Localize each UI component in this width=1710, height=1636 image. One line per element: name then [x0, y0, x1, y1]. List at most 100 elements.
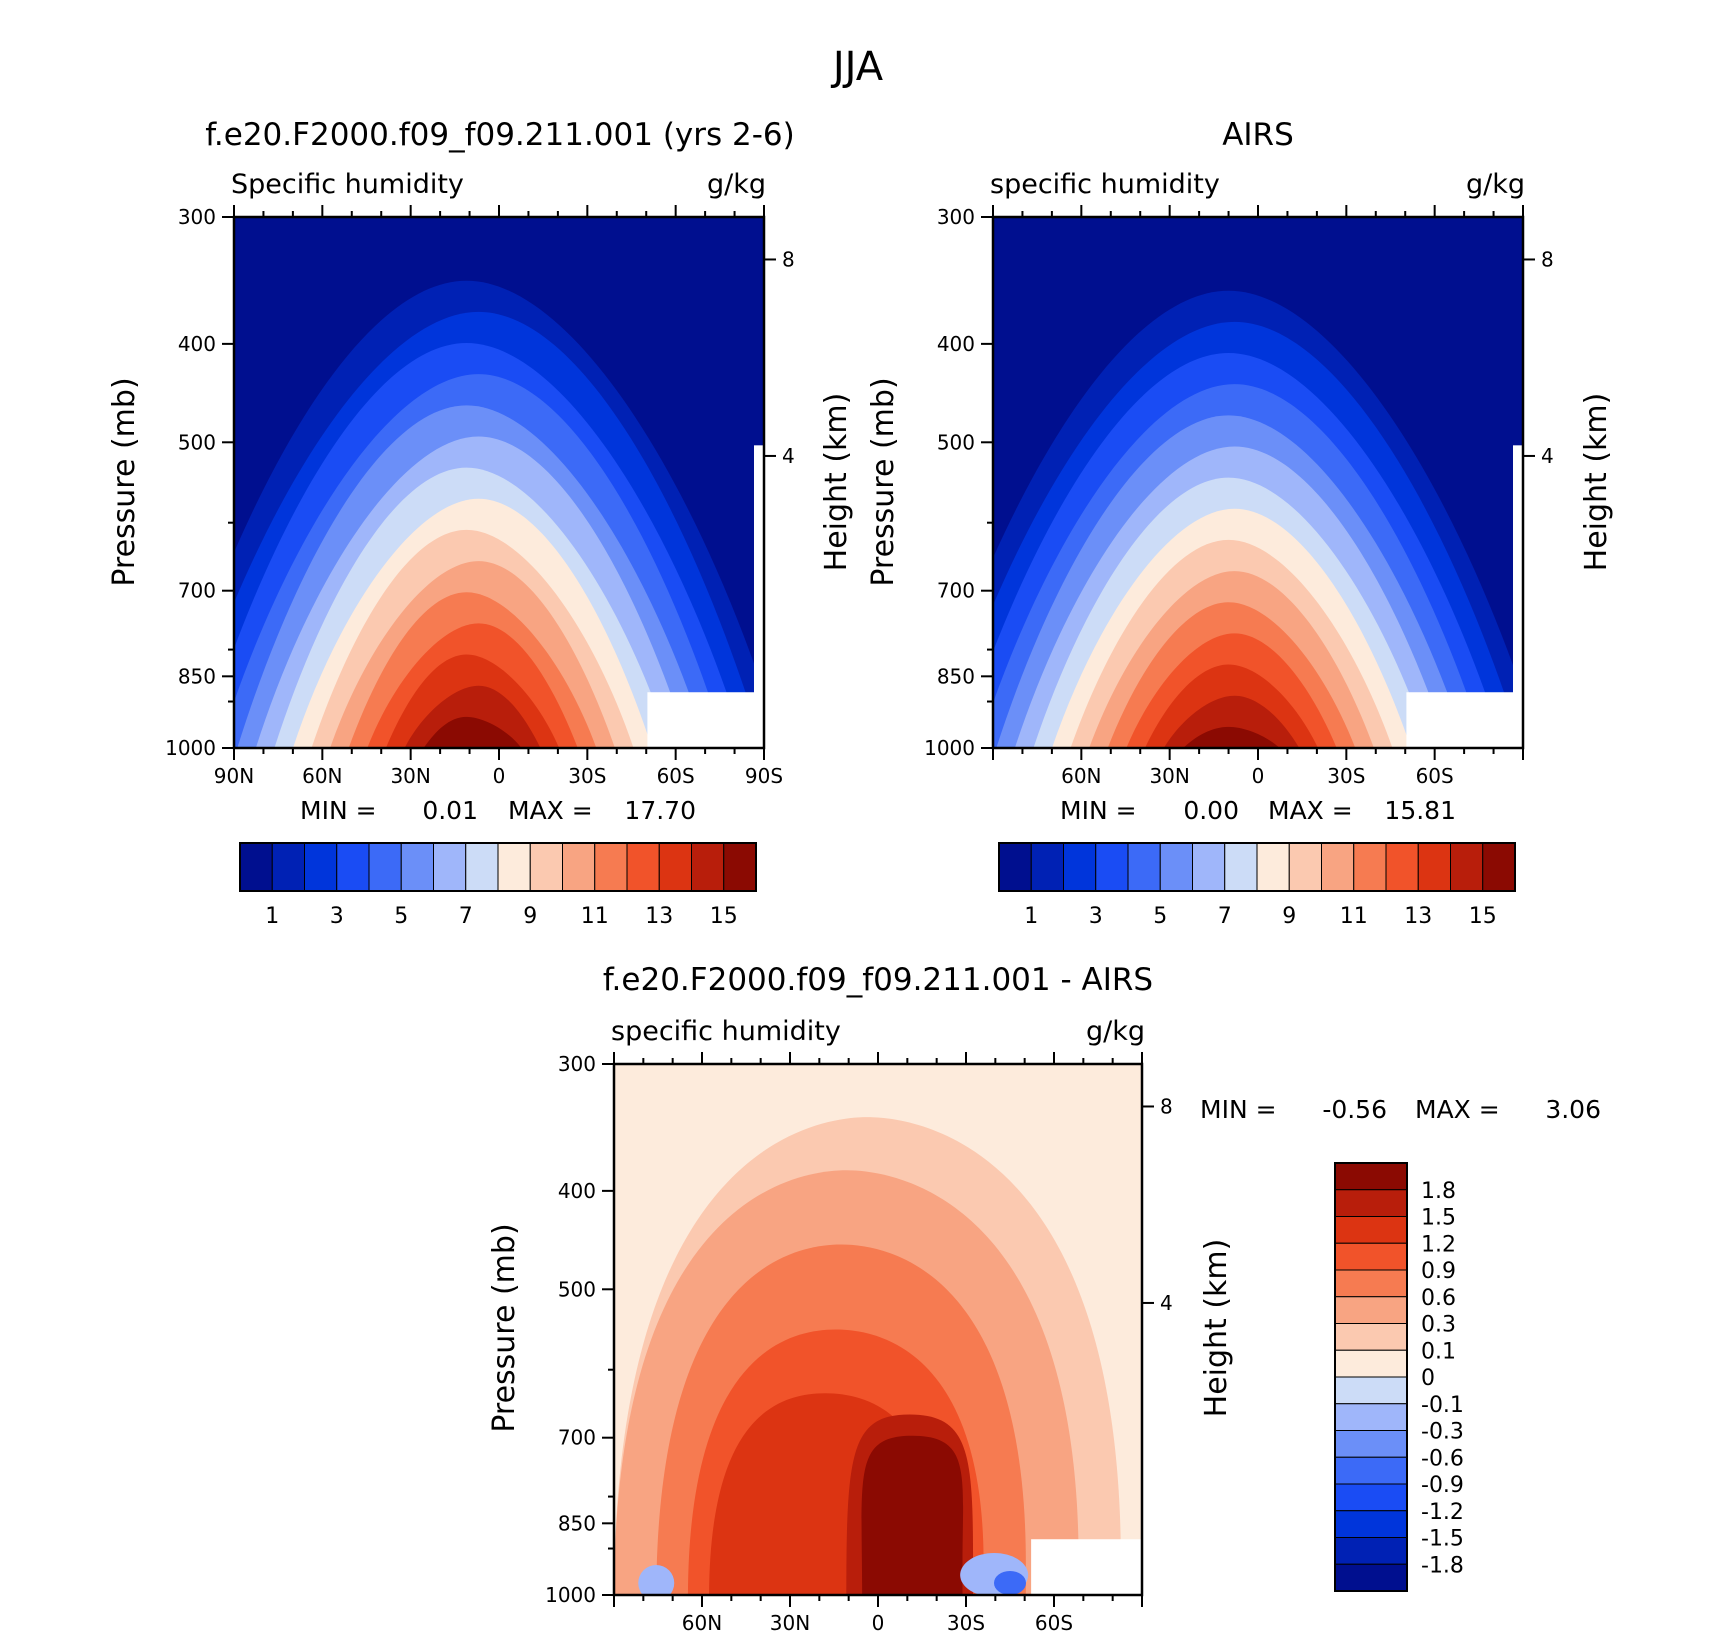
- x-tick-label: 60N: [682, 1611, 722, 1635]
- stats-min-diff: -0.56: [1322, 1095, 1387, 1124]
- colorbar-box: [1385, 842, 1419, 892]
- stats-min-obs: 0.00: [1183, 796, 1239, 825]
- colorbar-box: [1334, 1403, 1408, 1431]
- contour-band: [1163, 695, 1300, 748]
- colorbar-label: 11: [1340, 904, 1368, 929]
- missing-data-region: [647, 692, 764, 748]
- y2label-model: Height (km): [819, 393, 854, 572]
- colorbar-label: 3: [1089, 904, 1103, 929]
- colorbar-box: [1334, 1510, 1408, 1538]
- colorbar-box: [336, 842, 370, 892]
- panel-diff-title: f.e20.F2000.f09_f09.211.001 - AIRS: [603, 962, 1153, 998]
- x-tick-label: 60S: [1035, 1611, 1073, 1635]
- colorbar-label: 1: [1024, 904, 1038, 929]
- colorbar-label: -0.9: [1421, 1473, 1464, 1498]
- x-tick-label: 30S: [568, 764, 606, 788]
- colorbar-box: [998, 842, 1032, 892]
- x-tick-label: 30N: [1149, 764, 1189, 788]
- x-tick-label: 0: [1252, 764, 1265, 788]
- colorbar-box: [497, 842, 531, 892]
- colorbar-label: 0.1: [1421, 1339, 1456, 1364]
- colorbar-box: [1353, 842, 1387, 892]
- colorbar-label: -1.8: [1421, 1553, 1464, 1578]
- colorbar-box: [1334, 1456, 1408, 1485]
- colorbar-box: [1334, 1537, 1408, 1565]
- colorbar-label: 13: [1404, 904, 1432, 929]
- colorbar-box: [1063, 842, 1097, 892]
- panel-model-right-label: g/kg: [707, 169, 766, 200]
- colorbar-box: [304, 842, 338, 892]
- colorbar-box: [1127, 842, 1161, 892]
- ylabel-obs: Pressure (mb): [866, 377, 901, 586]
- x-tick-label: 60N: [1061, 764, 1101, 788]
- colorbar-label: 7: [459, 904, 473, 929]
- y-tick-label: 850: [937, 664, 975, 688]
- colorbar-box: [1334, 1189, 1408, 1217]
- colorbar-label: 5: [394, 904, 408, 929]
- plot-area-model: [234, 217, 764, 748]
- y-tick-label: 1000: [924, 736, 975, 760]
- y2-tick-label: 4: [1160, 1291, 1173, 1315]
- colorbar-box: [594, 842, 628, 892]
- x-tick-label: 90S: [745, 764, 783, 788]
- y-tick-label: 850: [558, 1511, 596, 1535]
- panel-diff-right-label: g/kg: [1086, 1016, 1145, 1047]
- axes-diff: 300 400 500 700 850 1000 8 4 60N 30N 0 30S 60S: [545, 1052, 1173, 1635]
- colorbar-box: [1192, 842, 1226, 892]
- stats-min-label-obs: MIN =: [1060, 796, 1137, 825]
- colorbar-box: [1159, 842, 1193, 892]
- y-tick-label: 850: [178, 664, 216, 688]
- panel-model: f.e20.F2000.f09_f09.211.001 (yrs 2-6) Sp…: [107, 117, 854, 929]
- y-tick-label: 400: [937, 332, 975, 356]
- colorbar-box: [1334, 1430, 1408, 1458]
- colorbar-box: [1321, 842, 1355, 892]
- plot-area-diff: [614, 1064, 1142, 1595]
- colorbar-box: [1334, 1216, 1408, 1244]
- colorbar-label: 7: [1218, 904, 1232, 929]
- y-tick-label: 500: [937, 430, 975, 454]
- colorbar-label: -1.5: [1421, 1527, 1464, 1552]
- colorbar-box: [1482, 842, 1516, 892]
- colorbar-box: [1450, 842, 1484, 892]
- panel-diff: f.e20.F2000.f09_f09.211.001 - AIRS speci…: [487, 962, 1601, 1635]
- stats-max-diff: 3.06: [1545, 1095, 1601, 1124]
- panel-model-title: f.e20.F2000.f09_f09.211.001 (yrs 2-6): [205, 117, 795, 153]
- y2-tick-label: 8: [1160, 1094, 1173, 1118]
- x-tick-label: 90N: [214, 764, 254, 788]
- panel-model-left-label: Specific humidity: [231, 169, 464, 200]
- colorbar-box: [1334, 1483, 1408, 1512]
- colorbar-box: [433, 842, 467, 892]
- x-tick-label: 60N: [302, 764, 342, 788]
- colorbar-box: [691, 842, 725, 892]
- colorbar-box: [658, 842, 692, 892]
- colorbar-box: [1030, 842, 1064, 892]
- colorbar-label: -0.3: [1421, 1420, 1464, 1445]
- colorbar-label: 1.2: [1421, 1232, 1456, 1257]
- x-tick-label: 30N: [770, 1611, 810, 1635]
- stats-max-label-model: MAX =: [508, 796, 593, 825]
- axes-model: 300 400 500 700 850 1000 8 4 90N 60N 30N 0 30S 60S 90S: [165, 205, 795, 788]
- colorbar-frame: [1334, 1162, 1408, 1592]
- x-tick-label: 30S: [947, 1611, 985, 1635]
- stats-max-label-obs: MAX =: [1268, 796, 1353, 825]
- stats-min-label-model: MIN =: [300, 796, 377, 825]
- colorbar-label: -0.1: [1421, 1393, 1464, 1418]
- y2label-diff: Height (km): [1199, 1239, 1234, 1418]
- colorbar-label: 0.6: [1421, 1286, 1456, 1311]
- contour-band: [423, 716, 522, 748]
- stats-max-label-diff: MAX =: [1415, 1095, 1500, 1124]
- y-tick-label: 300: [937, 205, 975, 229]
- y2-tick-label: 4: [782, 444, 795, 468]
- y-tick-label: 1000: [545, 1583, 596, 1607]
- contour-band: [861, 1435, 964, 1595]
- stats-min-label-diff: MIN =: [1200, 1095, 1277, 1124]
- colorbar-label: 9: [523, 904, 537, 929]
- colorbar-box: [1334, 1563, 1408, 1592]
- ylabel-diff: Pressure (mb): [487, 1223, 522, 1432]
- colorbar-label: 0.9: [1421, 1259, 1456, 1284]
- y2label-obs: Height (km): [1579, 393, 1614, 572]
- x-tick-label: 60S: [657, 764, 695, 788]
- colorbar-box: [400, 842, 434, 892]
- colorbar-frame: [998, 842, 1516, 892]
- colorbar-box: [465, 842, 499, 892]
